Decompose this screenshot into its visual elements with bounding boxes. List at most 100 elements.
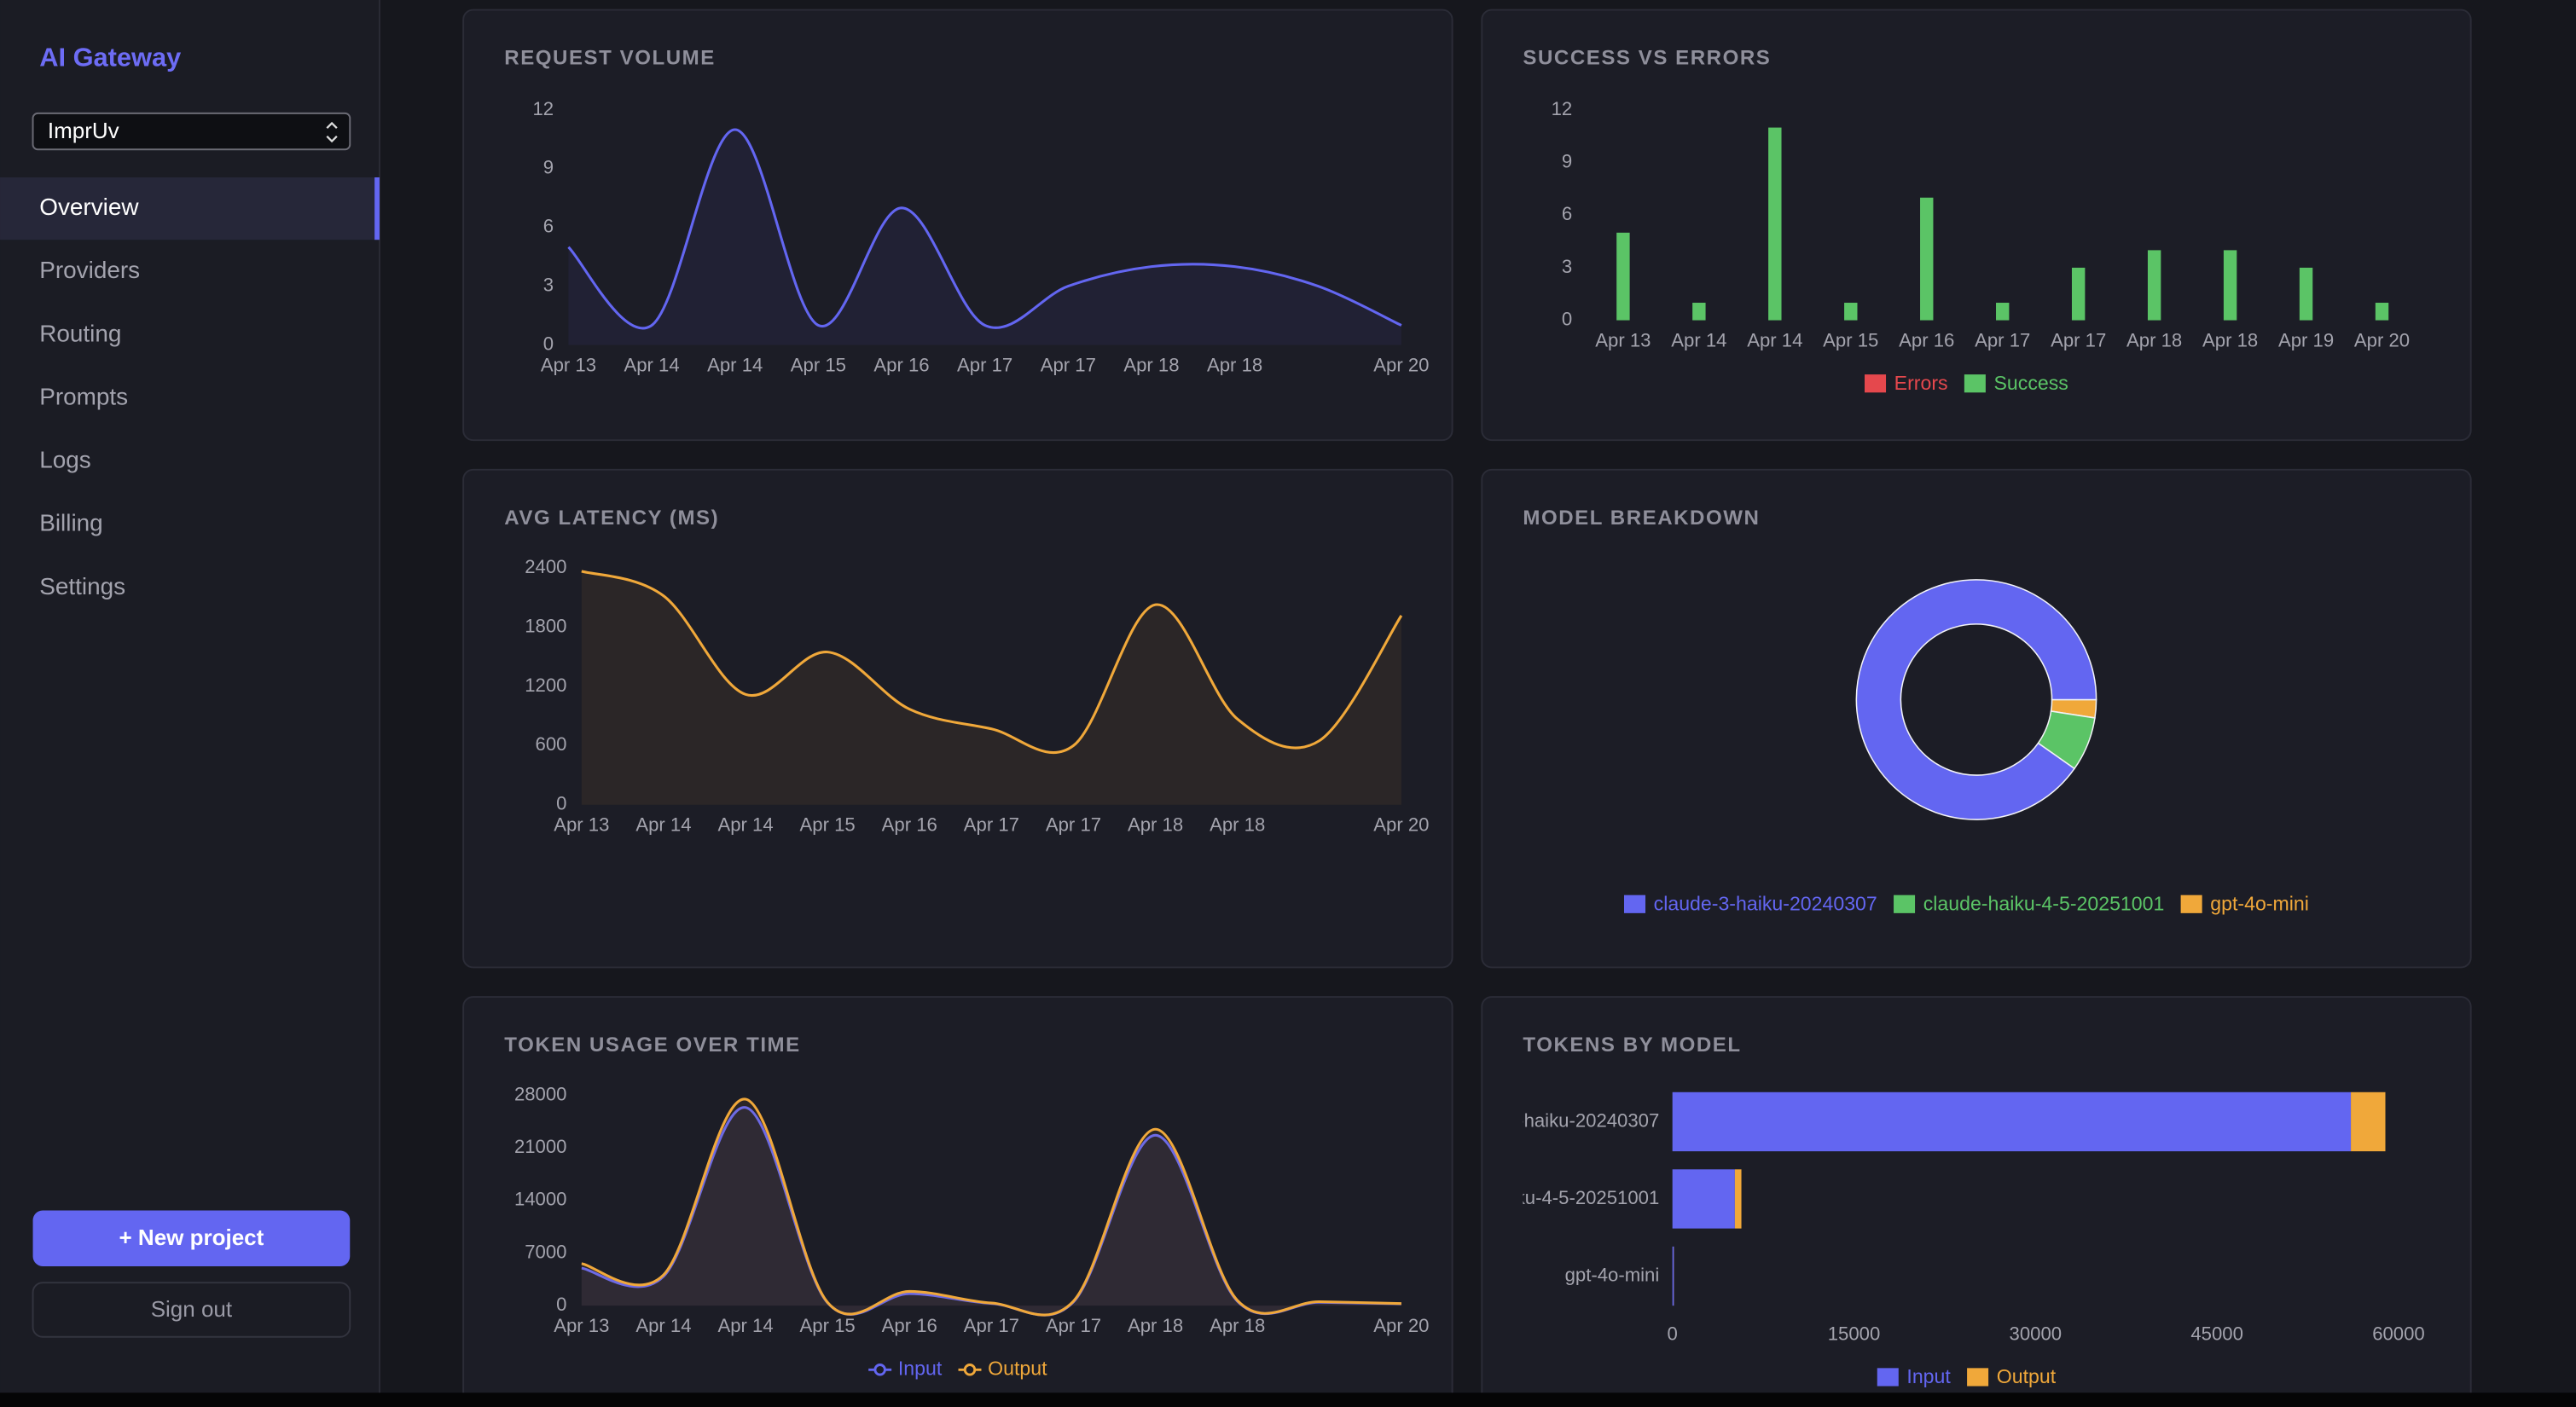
y-tick-label: 6 [543, 216, 554, 237]
x-tick-label: Apr 15 [1823, 329, 1878, 350]
panel-title: TOKENS BY MODEL [1523, 1034, 1741, 1057]
y-tick-label: 1800 [525, 616, 566, 637]
y-tick-label: claude-haiku-4-5-20251001 [1429, 1187, 1660, 1208]
y-tick-label: 6 [1562, 203, 1572, 224]
x-tick-label: Apr 17 [964, 1315, 1019, 1336]
bar [1920, 197, 1934, 321]
x-tick-label: Apr 17 [1041, 354, 1096, 375]
panel-title: TOKEN USAGE OVER TIME [504, 1034, 800, 1057]
sign-out-button[interactable] [32, 1282, 351, 1338]
line [581, 1097, 1401, 1317]
project-select[interactable] [32, 112, 351, 151]
x-tick-label: Apr 17 [957, 354, 1012, 375]
y-tick-label: 0 [1562, 308, 1572, 329]
bar [1768, 127, 1782, 321]
legend-label: Input [898, 1357, 943, 1379]
legend-swatch [1865, 374, 1887, 393]
bar [1672, 1169, 1735, 1229]
panel [462, 468, 1453, 969]
line-area [568, 129, 1401, 345]
nav-item[interactable]: Prompts [39, 383, 128, 409]
y-tick-label: 0 [543, 333, 554, 354]
x-tick-label: 30000 [2010, 1323, 2063, 1345]
legend-label: gpt-4o-mini [2210, 892, 2309, 914]
sign-out-label: Sign out [151, 1296, 233, 1322]
x-tick-label: Apr 15 [800, 1315, 856, 1336]
panel-title: SUCCESS VS ERRORS [1523, 47, 1771, 70]
y-tick-label: 0 [556, 1294, 566, 1315]
legend-label: claude-3-haiku-20240307 [1654, 892, 1877, 914]
y-tick-label: 7000 [525, 1241, 566, 1262]
panel [462, 9, 1453, 442]
x-tick-label: Apr 18 [1128, 1315, 1183, 1336]
legend-label: Errors [1894, 372, 1948, 394]
nav-item[interactable]: Routing [39, 320, 121, 346]
panel [1481, 9, 2472, 442]
x-tick-label: Apr 14 [1671, 329, 1726, 350]
x-tick-label: Apr 18 [1128, 814, 1183, 836]
bar [2351, 1091, 2386, 1152]
x-tick-label: Apr 20 [1373, 354, 1429, 375]
nav-item[interactable]: Settings [39, 573, 125, 599]
legend-swatch [963, 1364, 977, 1376]
x-tick-label: Apr 16 [873, 354, 929, 375]
y-tick-label: 600 [536, 733, 567, 755]
project-name: ImprUv [48, 118, 119, 143]
x-tick-label: Apr 13 [541, 354, 596, 375]
y-tick-label: 1200 [525, 675, 566, 696]
x-tick-label: Apr 14 [717, 814, 773, 836]
new-project-button[interactable] [32, 1210, 351, 1266]
x-tick-label: Apr 17 [1046, 1315, 1101, 1336]
y-tick-label: 14000 [514, 1189, 567, 1210]
nav-active-bg [0, 177, 380, 240]
y-tick-label: 0 [556, 793, 566, 814]
x-tick-label: Apr 15 [800, 814, 856, 836]
y-tick-label: 3 [1562, 256, 1572, 277]
x-tick-label: Apr 18 [1123, 354, 1179, 375]
y-tick-label: 9 [543, 157, 554, 178]
panel [1481, 468, 2472, 969]
legend-swatch [1894, 895, 1916, 913]
nav-item[interactable]: Overview [39, 194, 139, 220]
bar [2375, 303, 2389, 321]
y-tick-label: 21000 [514, 1136, 567, 1157]
legend-swatch [1967, 1368, 1989, 1387]
x-tick-label: Apr 16 [1899, 329, 1954, 350]
y-tick-label: claude-3-haiku-20240307 [1445, 1109, 1659, 1131]
bar [1734, 1169, 1742, 1229]
line [567, 128, 1402, 330]
bar [1844, 303, 1858, 321]
x-tick-label: Apr 15 [791, 354, 846, 375]
charts: REQUEST VOLUME 0 3 6 9 12 Apr 13 Apr 14 Apr 14 Ap… [462, 9, 2472, 1407]
brand: AI Gateway [39, 42, 181, 72]
nav-item[interactable]: Providers [39, 257, 140, 283]
y-tick-label: 2400 [525, 556, 566, 577]
line-area [581, 1107, 1401, 1316]
legend-swatch [1623, 895, 1646, 913]
panel [462, 996, 1453, 1407]
select-chevron [326, 121, 338, 143]
y-tick-label: gpt-4o-mini [1565, 1264, 1660, 1285]
legend-swatch [873, 1364, 886, 1376]
bar [2147, 250, 2161, 321]
y-tick-label: 12 [532, 98, 554, 119]
x-tick-label: Apr 18 [1207, 354, 1262, 375]
nav-item[interactable]: Billing [39, 510, 102, 536]
legend-swatch [1964, 374, 1986, 393]
x-tick-label: Apr 19 [2278, 329, 2334, 350]
legend-label: Output [988, 1357, 1047, 1379]
x-tick-label: Apr 16 [882, 814, 937, 836]
bar [1672, 1091, 2352, 1152]
nav: Overview Providers Routing Prompts Logs Billi… [0, 177, 380, 599]
bar [1692, 303, 1706, 321]
line [581, 570, 1403, 755]
x-tick-label: Apr 14 [717, 1315, 773, 1336]
y-tick-label: 3 [543, 274, 554, 295]
y-tick-label: 28000 [514, 1083, 567, 1104]
x-tick-label: Apr 13 [1595, 329, 1651, 350]
x-tick-label: 45000 [2190, 1323, 2243, 1345]
nav-item[interactable]: Logs [39, 447, 91, 473]
legend-label: Input [1906, 1365, 1951, 1387]
panel-title: AVG LATENCY (MS) [504, 507, 719, 530]
bar [1996, 303, 2010, 321]
